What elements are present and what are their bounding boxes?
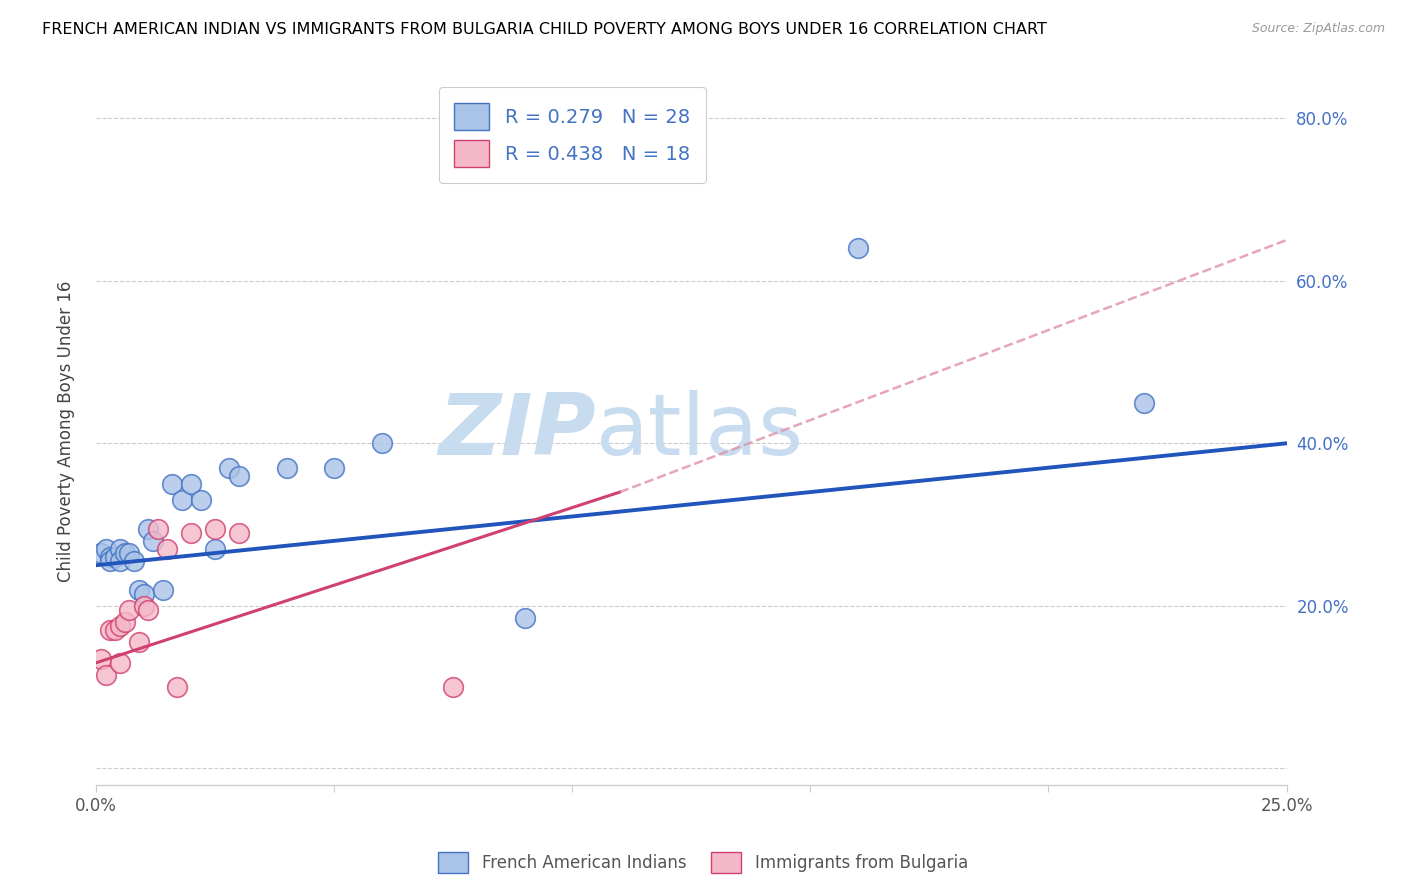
Point bbox=[160, 477, 183, 491]
Point bbox=[228, 468, 250, 483]
Point bbox=[142, 533, 165, 548]
Point bbox=[94, 541, 117, 556]
Point bbox=[104, 550, 127, 565]
Point bbox=[276, 460, 298, 475]
Point bbox=[166, 680, 188, 694]
Point bbox=[180, 525, 202, 540]
Point bbox=[156, 541, 179, 556]
Point bbox=[90, 546, 112, 560]
Point bbox=[128, 635, 150, 649]
Point bbox=[90, 651, 112, 665]
Point bbox=[104, 624, 127, 638]
Point bbox=[1132, 395, 1154, 409]
Point bbox=[118, 603, 141, 617]
Point bbox=[138, 522, 160, 536]
Point bbox=[204, 541, 226, 556]
Point bbox=[98, 550, 121, 565]
Point bbox=[138, 603, 160, 617]
Text: Source: ZipAtlas.com: Source: ZipAtlas.com bbox=[1251, 22, 1385, 36]
Point bbox=[132, 599, 155, 613]
Point bbox=[108, 541, 131, 556]
Point bbox=[204, 522, 226, 536]
Point bbox=[98, 554, 121, 568]
Point bbox=[152, 582, 174, 597]
Point bbox=[98, 624, 121, 638]
Point bbox=[228, 525, 250, 540]
Point bbox=[180, 477, 202, 491]
Point bbox=[128, 582, 150, 597]
Point bbox=[108, 656, 131, 670]
Point bbox=[114, 615, 136, 629]
Point bbox=[94, 668, 117, 682]
Point bbox=[170, 493, 193, 508]
Text: atlas: atlas bbox=[596, 390, 804, 473]
Point bbox=[146, 522, 169, 536]
Point bbox=[323, 460, 346, 475]
Y-axis label: Child Poverty Among Boys Under 16: Child Poverty Among Boys Under 16 bbox=[58, 280, 75, 582]
Point bbox=[114, 546, 136, 560]
Point bbox=[132, 587, 155, 601]
Point bbox=[190, 493, 212, 508]
Point bbox=[218, 460, 240, 475]
Point bbox=[122, 554, 145, 568]
Point bbox=[118, 546, 141, 560]
Text: FRENCH AMERICAN INDIAN VS IMMIGRANTS FROM BULGARIA CHILD POVERTY AMONG BOYS UNDE: FRENCH AMERICAN INDIAN VS IMMIGRANTS FRO… bbox=[42, 22, 1047, 37]
Point bbox=[108, 554, 131, 568]
Text: ZIP: ZIP bbox=[439, 390, 596, 473]
Point bbox=[371, 436, 394, 450]
Point bbox=[441, 680, 464, 694]
Point bbox=[513, 611, 536, 625]
Legend: R = 0.279   N = 28, R = 0.438   N = 18: R = 0.279 N = 28, R = 0.438 N = 18 bbox=[439, 87, 706, 183]
Legend: French American Indians, Immigrants from Bulgaria: French American Indians, Immigrants from… bbox=[432, 846, 974, 880]
Point bbox=[846, 241, 869, 255]
Point bbox=[108, 619, 131, 633]
